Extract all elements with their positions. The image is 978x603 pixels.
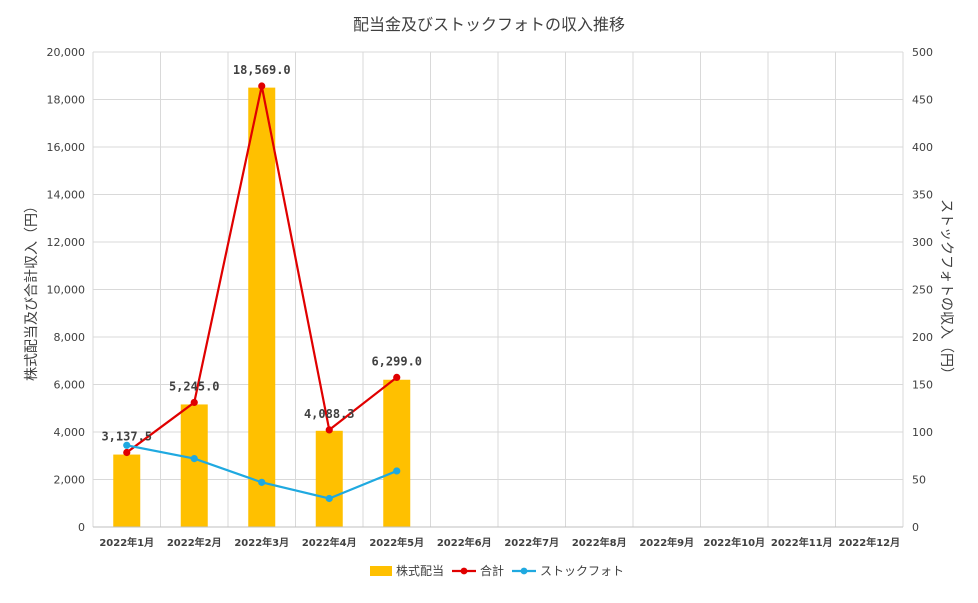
y-right-tick-label: 50 — [912, 474, 926, 487]
y-right-tick-label: 150 — [912, 379, 933, 392]
legend-swatch-bar — [370, 566, 392, 576]
line-series — [123, 82, 401, 503]
y-left-tick-label: 12,000 — [47, 236, 86, 249]
x-tick-label: 2022年6月 — [437, 536, 492, 549]
y-right-tick-label: 100 — [912, 426, 933, 439]
x-tick-label: 2022年4月 — [302, 536, 357, 549]
y-left-tick-label: 8,000 — [54, 331, 86, 344]
bar-3 — [248, 87, 276, 527]
y-left-tick-label: 20,000 — [47, 46, 86, 59]
total-point-3 — [258, 82, 266, 90]
total-data-label-5: 6,299.0 — [371, 354, 422, 368]
x-tick-label: 2022年5月 — [369, 536, 424, 549]
y-right-tick-label: 250 — [912, 284, 933, 297]
y-left-tick-label: 18,000 — [47, 94, 86, 107]
y-right-tick-label: 400 — [912, 141, 933, 154]
total-point-4 — [325, 426, 333, 434]
y-right-tick-label: 450 — [912, 94, 933, 107]
total-data-label-3: 18,569.0 — [233, 63, 291, 77]
x-tick-label: 2022年2月 — [167, 536, 222, 549]
total-point-5 — [393, 373, 401, 381]
y-left-tick-label: 14,000 — [47, 189, 86, 202]
y-right-tick-label: 200 — [912, 331, 933, 344]
total-data-label-4: 4,088.3 — [304, 407, 355, 421]
stockphoto-point-3 — [258, 478, 266, 486]
x-tick-label: 2022年8月 — [572, 536, 627, 549]
legend: 株式配当 合計 ストックフォト — [370, 563, 624, 578]
x-tick-label: 2022年3月 — [234, 536, 289, 549]
y-right-tick-label: 350 — [912, 189, 933, 202]
legend-swatch-marker — [460, 567, 468, 575]
x-tick-label: 2022年1月 — [99, 536, 154, 549]
bar-4 — [315, 430, 343, 527]
total-point-1 — [123, 448, 131, 457]
grid — [92, 51, 904, 528]
bar-5 — [383, 379, 411, 527]
stockphoto-point-2 — [190, 455, 198, 463]
legend-entry-1: 株式配当 — [396, 563, 444, 578]
y-right-tick-label: 0 — [912, 521, 919, 534]
bar-series — [113, 87, 411, 527]
data-labels: 3,137.5 5,245.0 18,569.0 4,088.3 6,299.0 — [101, 63, 422, 443]
legend-swatch-marker — [520, 567, 528, 575]
stockphoto-point-1 — [123, 441, 131, 449]
y-left-tick-label: 6,000 — [54, 379, 86, 392]
y-right-tick-label: 500 — [912, 46, 933, 59]
total-data-label-1: 3,137.5 — [101, 429, 152, 443]
x-tick-label: 2022年11月 — [771, 536, 833, 549]
bar-2 — [180, 404, 208, 527]
stockphoto-point-4 — [325, 494, 333, 503]
x-tick-label: 2022年10月 — [703, 536, 765, 549]
y-axis-right-title: ストックフォトの収入（円） — [938, 199, 954, 381]
bar-1 — [113, 454, 141, 527]
x-tick-label: 2022年12月 — [838, 536, 900, 549]
total-data-label-2: 5,245.0 — [169, 379, 220, 393]
y-axis-left-title: 株式配当及び合計収入（円） — [24, 199, 40, 381]
legend-entry-3: ストックフォト — [540, 564, 624, 578]
y-left-tick-label: 16,000 — [47, 141, 86, 154]
y-right-tick-label: 300 — [912, 236, 933, 249]
y-left-tick-label: 2,000 — [54, 474, 86, 487]
legend-entry-2: 合計 — [480, 563, 504, 578]
stockphoto-point-5 — [393, 467, 401, 475]
y-left-tick-label: 10,000 — [47, 284, 86, 297]
y-left-tick-label: 0 — [78, 521, 85, 534]
x-tick-label: 2022年9月 — [639, 536, 694, 549]
y-left-tick-label: 4,000 — [54, 426, 86, 439]
axes: 0 2,000 4,000 6,000 8,000 10,000 12,000 14,000 1… — [47, 46, 934, 549]
x-tick-label: 2022年7月 — [504, 536, 559, 549]
total-point-2 — [190, 398, 198, 407]
chart-title: 配当金及びストックフォトの収入推移 — [353, 15, 625, 34]
